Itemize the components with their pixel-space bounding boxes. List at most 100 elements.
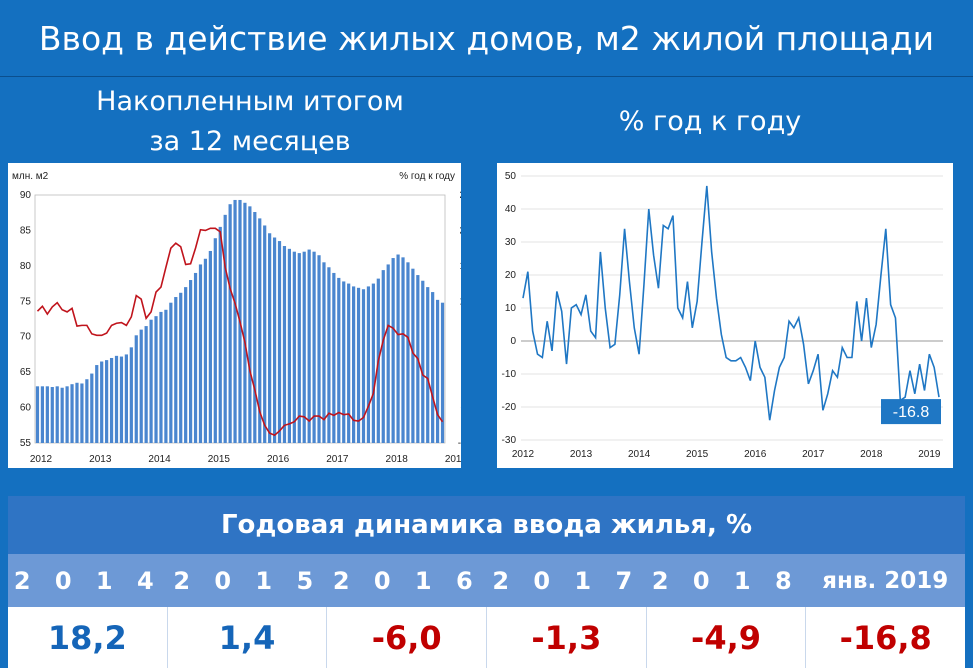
x-tick-label: 2015 (208, 454, 231, 465)
bar (174, 297, 178, 443)
bar (297, 253, 301, 443)
bar (198, 264, 203, 443)
yoy-line (522, 185, 940, 421)
bar (203, 258, 208, 443)
left-tick-label: 65 (20, 367, 32, 378)
bar (40, 386, 45, 443)
bar (55, 386, 59, 443)
y-tick-label: -10 (502, 369, 517, 380)
bar (371, 283, 375, 443)
year-cell: 2 0 1 6 (327, 554, 487, 607)
bar (277, 241, 282, 443)
year-cell: янв. 2019 (805, 554, 965, 607)
bar (154, 316, 158, 443)
growth-line (36, 227, 444, 437)
right-tick-label: 25 (459, 190, 461, 201)
bar (386, 264, 390, 443)
annual-dynamics-table: Годовая динамика ввода жилья, % 2 0 1 4 … (8, 496, 965, 668)
bar (193, 272, 198, 443)
bar (129, 347, 133, 443)
x-tick-label: 2017 (326, 454, 349, 465)
bar (149, 319, 153, 443)
y-tick-label: 0 (510, 336, 516, 347)
bar (109, 357, 114, 443)
yoy-chart: -30 -20 -10 0 10 20 30 40 50 2012 2013 2014 2015 2016… (502, 171, 943, 460)
x-tick-label: 2013 (570, 449, 593, 460)
x-tick-label: 2017 (802, 449, 825, 460)
bar (258, 218, 262, 443)
bar (426, 287, 430, 443)
bar (435, 299, 440, 443)
bar (287, 248, 291, 443)
bar (406, 262, 410, 443)
bar (253, 212, 257, 443)
y-tick-label: 50 (505, 171, 517, 182)
bar (189, 280, 193, 443)
left-tick-label: 85 (20, 225, 32, 236)
last-value-label: -16.8 (893, 404, 930, 421)
y-tick-label: 30 (505, 237, 517, 248)
year-row: 2 0 1 4 2 0 1 5 2 0 1 6 2 0 1 7 2 0 1 8 … (8, 554, 965, 607)
left-subtitle-line1: Накопленным итогом (96, 86, 404, 117)
y-tick-label: 20 (505, 270, 517, 281)
bar (421, 280, 425, 443)
bar (337, 277, 341, 443)
x-tick-label: 2012 (512, 449, 535, 460)
bar (391, 258, 395, 443)
bar (268, 233, 272, 443)
x-tick-label: 2016 (744, 449, 767, 460)
value-cell: -6,0 (327, 607, 488, 668)
bar (327, 267, 331, 443)
x-tick-label: 2012 (30, 454, 53, 465)
yoy-chart-panel: -30 -20 -10 0 10 20 30 40 50 2012 2013 2014 2015 2016… (497, 163, 953, 468)
bar (361, 289, 366, 443)
right-tick-label: 15 (459, 261, 461, 272)
x-tick-label: 2013 (89, 454, 112, 465)
bar (381, 270, 385, 443)
right-axis-label: % год к году (399, 171, 455, 182)
bar (317, 255, 321, 443)
bar (139, 329, 143, 443)
bar (411, 268, 415, 443)
last-value-badge (881, 399, 941, 425)
x-tick-label: 2018 (860, 449, 883, 460)
left-tick-label: 80 (20, 261, 32, 272)
bar (366, 286, 371, 443)
left-tick-label: 60 (20, 403, 32, 414)
bar (431, 292, 435, 443)
bar (352, 286, 356, 443)
bar (282, 246, 287, 443)
bar (60, 387, 64, 443)
bar (169, 302, 173, 443)
year-cell: 2 0 1 7 (486, 554, 646, 607)
bar (119, 356, 124, 443)
x-tick-label: 2019 (918, 449, 941, 460)
bar (105, 360, 109, 443)
x-tick-label: 2014 (628, 449, 651, 460)
value-cell: -4,9 (647, 607, 807, 668)
right-tick-label: 10 (459, 296, 461, 307)
left-subtitle-line2: за 12 месяцев (149, 126, 351, 157)
left-subtitle: Накопленным итогом за 12 месяцев (40, 82, 460, 162)
bar (50, 387, 54, 443)
accumulated-chart-panel: млн. м2% год к году5560657075808590-10-5… (8, 163, 461, 468)
bar (124, 354, 128, 443)
bar (80, 383, 84, 443)
bar (35, 386, 40, 443)
bar (223, 214, 227, 443)
bar (401, 257, 405, 443)
right-tick-label: -10 (458, 438, 461, 449)
left-tick-label: 75 (20, 296, 32, 307)
y-tick-label: 10 (505, 303, 517, 314)
bar (45, 386, 49, 443)
x-tick-label: 2016 (267, 454, 290, 465)
bar (100, 361, 104, 443)
value-cell: 18,2 (8, 607, 168, 668)
bar (292, 251, 296, 443)
left-tick-label: 55 (20, 438, 32, 449)
value-cell: -1,3 (487, 607, 647, 668)
value-row: 18,2 1,4 -6,0 -1,3 -4,9 -16,8 (8, 607, 965, 668)
page-title: Ввод в действие жилых домов, м2 жилой пл… (0, 0, 973, 77)
year-cell: 2 0 1 5 (167, 554, 327, 607)
bar (228, 204, 232, 443)
